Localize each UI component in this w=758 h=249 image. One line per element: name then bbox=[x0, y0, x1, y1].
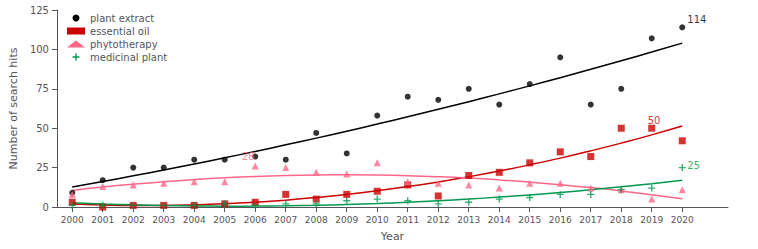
svg-text:2009: 2009 bbox=[335, 215, 358, 225]
svg-text:2006: 2006 bbox=[244, 215, 267, 225]
svg-text:2000: 2000 bbox=[61, 215, 84, 225]
svg-text:2012: 2012 bbox=[427, 215, 450, 225]
svg-text:2010: 2010 bbox=[366, 215, 389, 225]
svg-text:2002: 2002 bbox=[122, 215, 145, 225]
svg-text:125: 125 bbox=[30, 5, 49, 16]
svg-text:2020: 2020 bbox=[671, 215, 694, 225]
svg-text:2019: 2019 bbox=[640, 215, 663, 225]
svg-text:2011: 2011 bbox=[396, 215, 419, 225]
svg-text:2014: 2014 bbox=[488, 215, 511, 225]
svg-text:50: 50 bbox=[648, 115, 661, 126]
svg-text:phytotherapy: phytotherapy bbox=[90, 39, 158, 50]
svg-text:2015: 2015 bbox=[518, 215, 541, 225]
svg-text:2016: 2016 bbox=[549, 215, 572, 225]
svg-text:28: 28 bbox=[242, 151, 255, 162]
svg-text:2005: 2005 bbox=[213, 215, 236, 225]
svg-text:75: 75 bbox=[36, 83, 49, 94]
svg-text:2013: 2013 bbox=[457, 215, 480, 225]
svg-text:0: 0 bbox=[43, 202, 49, 213]
svg-text:2003: 2003 bbox=[152, 215, 175, 225]
svg-text:2007: 2007 bbox=[274, 215, 297, 225]
svg-text:2001: 2001 bbox=[91, 215, 114, 225]
svg-text:2018: 2018 bbox=[610, 215, 633, 225]
svg-text:plant extract: plant extract bbox=[90, 13, 154, 24]
svg-text:50: 50 bbox=[36, 123, 49, 134]
svg-text:2004: 2004 bbox=[183, 215, 206, 225]
svg-text:114: 114 bbox=[687, 14, 706, 25]
svg-text:2017: 2017 bbox=[579, 215, 602, 225]
svg-text:essential oil: essential oil bbox=[90, 26, 150, 37]
svg-text:medicinal plant: medicinal plant bbox=[90, 52, 167, 63]
svg-text:Year: Year bbox=[380, 230, 405, 243]
svg-text:25: 25 bbox=[687, 160, 700, 171]
svg-text:25: 25 bbox=[36, 162, 49, 173]
svg-text:Number of search hits: Number of search hits bbox=[7, 47, 20, 169]
svg-text:2008: 2008 bbox=[305, 215, 328, 225]
svg-text:100: 100 bbox=[30, 44, 49, 55]
